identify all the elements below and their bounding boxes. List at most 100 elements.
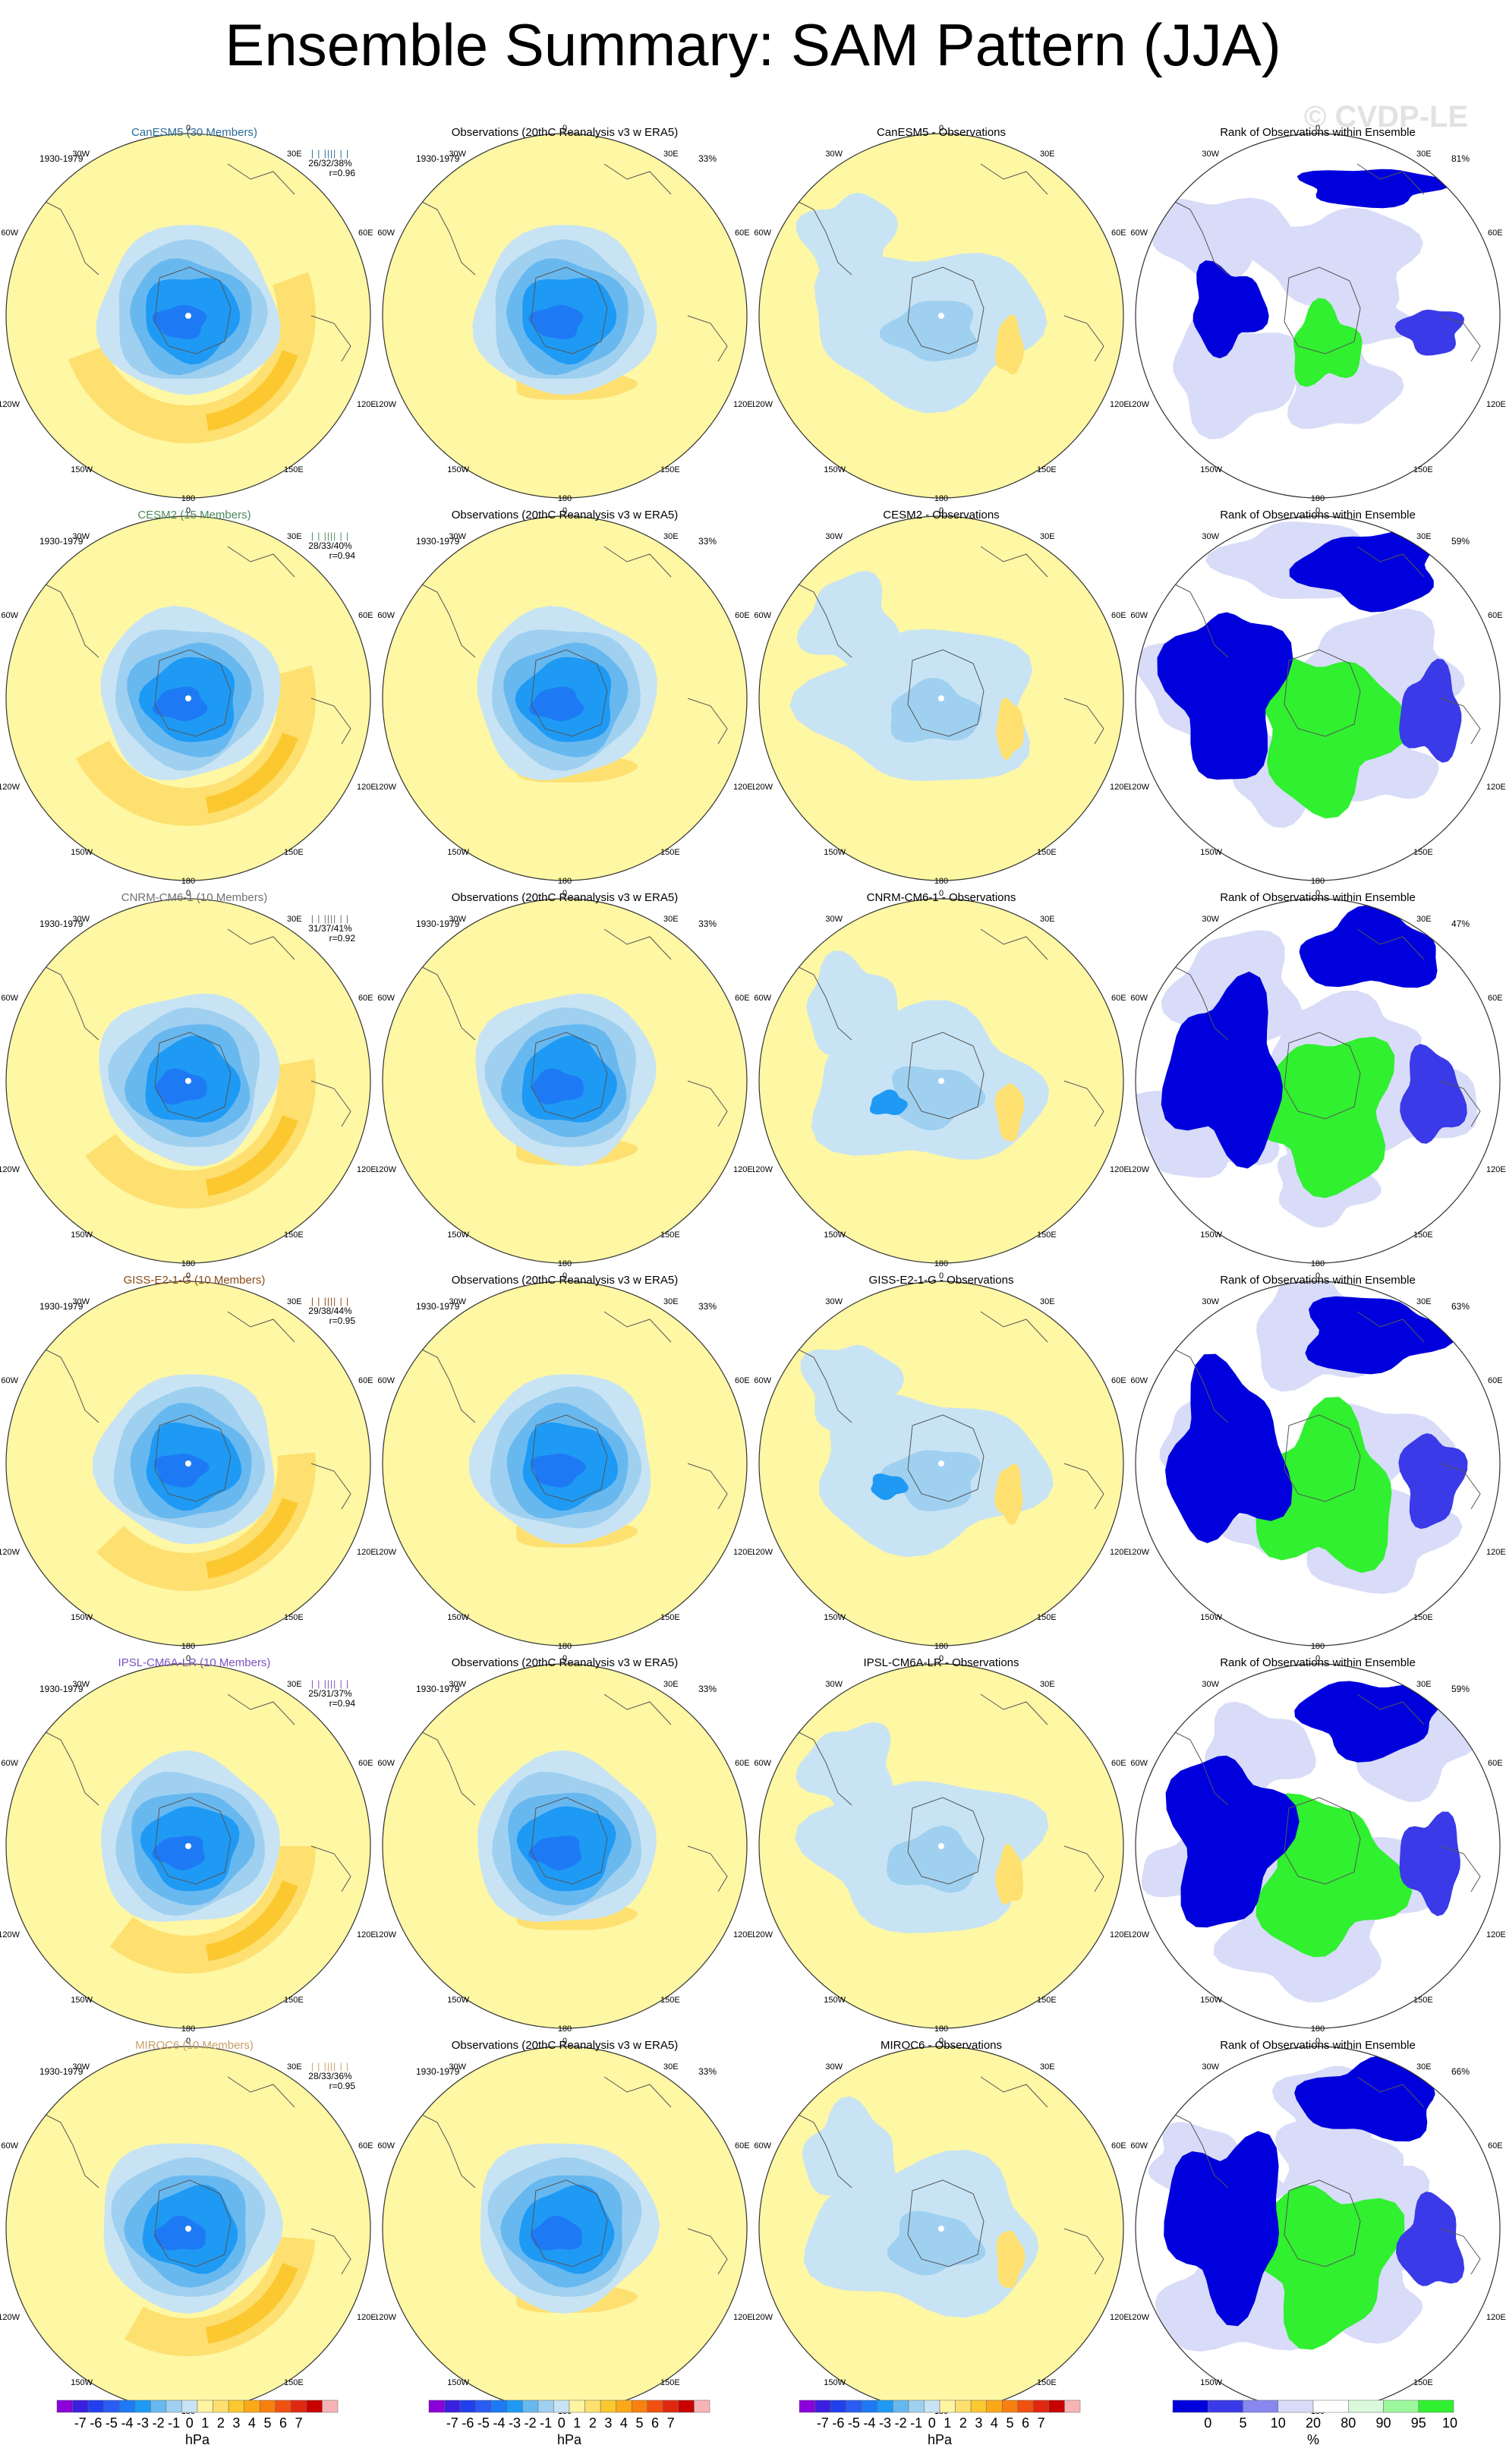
lon-label-60W: 60W [754, 1759, 771, 1768]
positive-core [205, 1498, 298, 1579]
map-svg: 030E60E90E120E150E180150W120W90W60W30W [753, 2037, 1130, 2414]
lon-label-30W: 30W [825, 150, 843, 159]
colorbar-tick: -3 [509, 2415, 521, 2431]
lon-label-150E: 150E [1413, 1996, 1433, 2005]
contour-neg5 [153, 686, 208, 721]
lon-label-150E: 150E [660, 1230, 680, 1240]
map-border [1135, 1281, 1501, 1646]
positive-blob [995, 314, 1024, 375]
period-label: 1930-1979 [416, 1301, 460, 1312]
panel-model-4-map: 030E60E90E120E150E180150W120W90W60W30W [0, 1654, 376, 2031]
australia-coast [687, 2228, 728, 2275]
map-svg: 030E60E90E120E150E180150W120W90W60W30W [753, 1654, 1130, 2031]
colorbar-swatch [877, 2399, 893, 2413]
colorbar-tick: 3 [232, 2415, 240, 2431]
south-america-coast [798, 201, 852, 276]
panel-model-0-map: 030E60E90E120E150E180150W120W90W60W30W [0, 124, 376, 501]
lon-label-120E: 120E [1110, 400, 1130, 409]
lon-label-0: 0 [186, 124, 191, 133]
lon-label-30W: 30W [1202, 532, 1219, 541]
lon-label-120E: 120E [1486, 783, 1506, 792]
panel-obs-row1: 030E60E90E120E150E180150W120W90W60W30WOb… [376, 118, 753, 501]
colorbar-swatch [955, 2399, 972, 2413]
colorbar-swatch [165, 2399, 182, 2413]
australia-coast [687, 1080, 728, 1127]
colorbar-swatch [134, 2399, 151, 2413]
south-america-coast [798, 2114, 852, 2188]
antarctica-coast [154, 1797, 232, 1885]
lon-label-30W: 30W [825, 2062, 843, 2072]
rank-colorbar-tick: 0 [1204, 2415, 1211, 2431]
lon-label-150E: 150E [1037, 1996, 1057, 2005]
lon-label-60E: 60E [1111, 228, 1126, 238]
colorbar-hpa-3: -7 -6 -5 -4 -3 -2 -1 0 1 2 3 4 5 6 7 hPa [796, 2397, 1084, 2458]
colorbar-tick: -1 [168, 2415, 180, 2431]
contour-neg1b [796, 192, 899, 291]
map-svg: 030E60E90E120E150E180150W120W90W60W30W [1130, 2037, 1506, 2414]
obs-title: Observations (20thC Reanalysis v3 w ERA5… [451, 1274, 679, 1287]
obs-title: Observations (20thC Reanalysis v3 w ERA5… [451, 1656, 679, 1669]
colorbar-swatch [72, 2399, 89, 2413]
lon-label-60E: 60E [735, 2141, 750, 2150]
rank-title: Rank of Observations within Ensemble [1220, 126, 1416, 139]
africa-coast [227, 163, 295, 195]
panel-obs-0-map: 030E60E90E120E150E180150W120W90W60W30W [376, 124, 753, 501]
positive-blob [995, 1844, 1024, 1905]
lon-label-150W: 150W [824, 1996, 846, 2005]
colorbar-swatch [569, 2399, 585, 2413]
africa-coast [603, 1311, 672, 1343]
colorbar-tick: -6 [90, 2415, 102, 2431]
pattern-correlation: r=0.95 [329, 2081, 355, 2091]
diff-title: CNRM-CM6-1 - Observations [866, 891, 1016, 904]
rank-colorbar-tick: 100 [1442, 2415, 1457, 2431]
lon-label-120W: 120W [376, 2313, 397, 2322]
colorbar-swatch [1001, 2399, 1019, 2413]
lon-label-150E: 150E [284, 2378, 304, 2387]
positive-ring [109, 1846, 316, 1974]
lon-label-30E: 30E [663, 1680, 679, 1689]
lon-label-150E: 150E [660, 465, 680, 474]
pole-marker [938, 695, 944, 701]
antarctica-coast [1284, 266, 1361, 354]
pattern-correlation: r=0.94 [329, 550, 355, 561]
lon-label-120E: 120E [1486, 1548, 1506, 1557]
lon-label-150W: 150W [447, 465, 469, 474]
lon-label-120W: 120W [376, 400, 397, 409]
lon-label-60W: 60W [377, 1759, 395, 1768]
lon-label-120E: 120E [1110, 1165, 1130, 1174]
rank-blob-low2 [1305, 1296, 1456, 1375]
map-svg: 030E60E90E120E150E180150W120W90W60W30W [376, 506, 753, 884]
lon-label-30W: 30W [1202, 150, 1219, 159]
map-border [5, 1281, 371, 1646]
period-label: 1930-1979 [416, 536, 460, 547]
colorbar-swatch [678, 2399, 695, 2413]
lon-label-30W: 30W [1202, 1297, 1219, 1306]
lon-label-30E: 30E [287, 150, 302, 159]
map-border [382, 1663, 748, 2029]
lon-label-120W: 120W [376, 783, 397, 792]
lon-label-30W: 30W [1202, 1680, 1219, 1689]
antarctica-coast [907, 2179, 985, 2267]
africa-coast [1356, 163, 1425, 195]
lon-label-60W: 60W [1, 611, 18, 620]
period-label: 1930-1979 [416, 918, 460, 929]
south-america-coast [1174, 1731, 1229, 1806]
lon-label-30E: 30E [287, 1680, 302, 1689]
antarctica-coast [1284, 649, 1361, 737]
lon-label-150E: 150E [1413, 465, 1433, 474]
positive-blob [996, 698, 1024, 760]
rank-blob-low3 [1396, 2191, 1465, 2286]
lon-label-120E: 120E [357, 400, 376, 409]
lon-label-120W: 120W [0, 1930, 20, 1939]
rank-blob-high [1246, 2184, 1405, 2350]
pattern-correlation: r=0.92 [329, 933, 355, 944]
contour-neg1b [796, 1722, 893, 1822]
lon-label-60W: 60W [754, 2141, 771, 2150]
panel-rank-row4: 030E60E90E120E150E180150W120W90W60W30WRa… [1130, 1266, 1506, 1649]
lon-label-150E: 150E [1413, 848, 1433, 857]
contour-neg2 [892, 1066, 986, 1131]
spread-ticks: | | |||| | | [310, 531, 350, 541]
colorbar-swatch [428, 2399, 445, 2413]
lon-label-0: 0 [939, 1271, 944, 1281]
pct-explained: 26/32/38% [308, 158, 352, 169]
